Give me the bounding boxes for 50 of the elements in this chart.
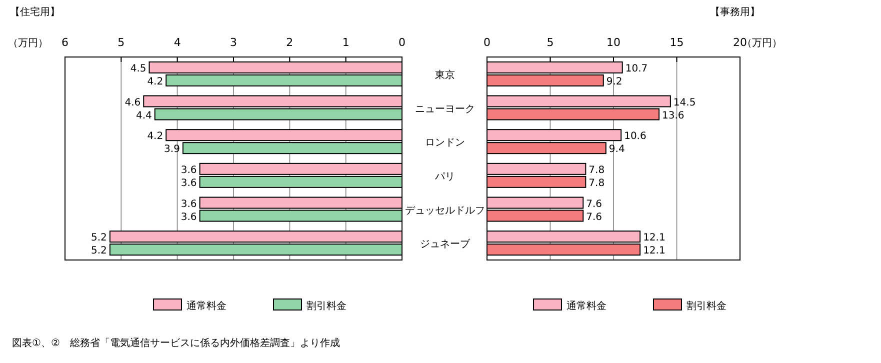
x-tick-label: 0 <box>484 36 490 49</box>
data-label: 4.2 <box>147 131 164 142</box>
x-tick-label: 6 <box>62 36 68 49</box>
x-tick-label: 20 <box>733 36 747 49</box>
y-tick-label: ジュネーブ <box>420 238 471 250</box>
data-label: 14.5 <box>673 97 696 108</box>
x-tick-label: 15 <box>670 36 684 49</box>
x-tick-label: 10 <box>606 36 620 49</box>
data-label: 7.8 <box>588 178 605 189</box>
data-label: 7.8 <box>588 164 605 176</box>
data-label: 7.6 <box>586 212 602 223</box>
data-label: 3.6 <box>180 164 197 176</box>
legend-label: 割引料金 <box>686 300 726 312</box>
data-label: 7.6 <box>586 198 602 210</box>
x-tick-label: 5 <box>118 36 125 49</box>
data-label: 5.2 <box>91 246 107 257</box>
x-tick-label: 4 <box>174 36 181 49</box>
data-label: 4.6 <box>124 97 141 108</box>
x-tick-label: 2 <box>286 36 294 49</box>
legend-label: 通常料金 <box>566 300 606 312</box>
data-label: 4.2 <box>147 76 164 88</box>
data-label: 3.6 <box>180 212 197 223</box>
y-tick-label: パリ <box>434 171 455 182</box>
text: 図表①、② 総務省「電気通信サービスに係る内外価格差調査」より作成 <box>12 337 340 349</box>
legend-label: 通常料金 <box>186 300 226 312</box>
data-label: 12.1 <box>643 246 666 257</box>
x-tick-label: 0 <box>398 36 406 49</box>
y-tick-label: 東京 <box>435 68 455 81</box>
x-axis-title: （万円） <box>8 38 48 49</box>
data-label: 9.4 <box>608 144 625 156</box>
data-label: 9.2 <box>606 76 622 88</box>
legend-label: 割引料金 <box>306 300 346 312</box>
y-tick-label: デュッセルドルフ <box>405 205 485 216</box>
data-label: 4.4 <box>136 110 152 122</box>
data-label: 12.1 <box>643 232 666 244</box>
chart-title: 【事務用】 <box>710 6 760 18</box>
y-tick-label: ニューヨーク <box>415 104 475 115</box>
data-label: 3.6 <box>180 198 197 210</box>
x-tick-label: 5 <box>546 36 554 49</box>
data-label: 5.2 <box>91 232 107 244</box>
data-label: 4.5 <box>130 63 146 74</box>
x-tick-label: 1 <box>342 36 350 49</box>
data-label: 10.7 <box>625 63 648 74</box>
data-label: 13.6 <box>662 110 684 122</box>
data-label: 10.6 <box>624 131 646 142</box>
y-tick-label: ロンドン <box>425 138 465 149</box>
x-tick-label: 3 <box>230 36 237 49</box>
chart-title: 【住宅用】 <box>10 6 60 18</box>
data-label: 3.6 <box>180 178 197 189</box>
data-label: 3.9 <box>164 144 180 156</box>
